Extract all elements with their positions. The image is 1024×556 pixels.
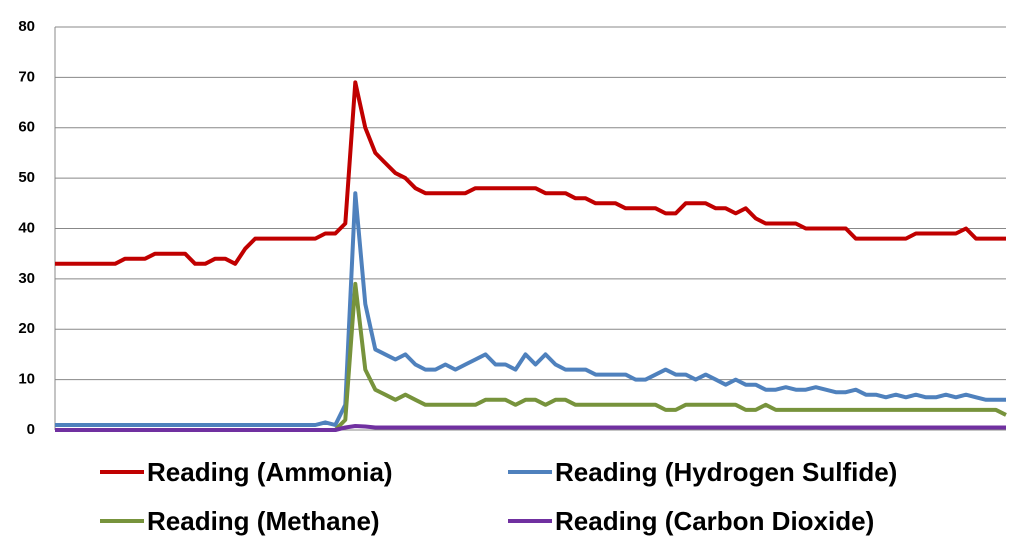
legend-label: Reading (Hydrogen Sulfide) bbox=[555, 457, 897, 487]
y-tick-label: 40 bbox=[18, 219, 35, 236]
legend-label: Reading (Methane) bbox=[147, 506, 380, 536]
series-line bbox=[55, 80, 1006, 266]
y-tick-label: 60 bbox=[18, 119, 35, 136]
legend-label: Reading (Ammonia) bbox=[147, 457, 393, 487]
y-tick-label: 10 bbox=[18, 371, 35, 388]
y-tick-label: 70 bbox=[18, 68, 35, 85]
y-tick-label: 50 bbox=[18, 169, 35, 186]
series-line bbox=[55, 424, 1006, 432]
y-tick-label: 20 bbox=[18, 320, 35, 337]
y-tick-label: 0 bbox=[27, 421, 35, 438]
y-tick-label: 80 bbox=[18, 18, 35, 35]
series-line bbox=[55, 191, 1006, 427]
y-tick-label: 30 bbox=[18, 270, 35, 287]
legend-label: Reading (Carbon Dioxide) bbox=[555, 506, 874, 536]
